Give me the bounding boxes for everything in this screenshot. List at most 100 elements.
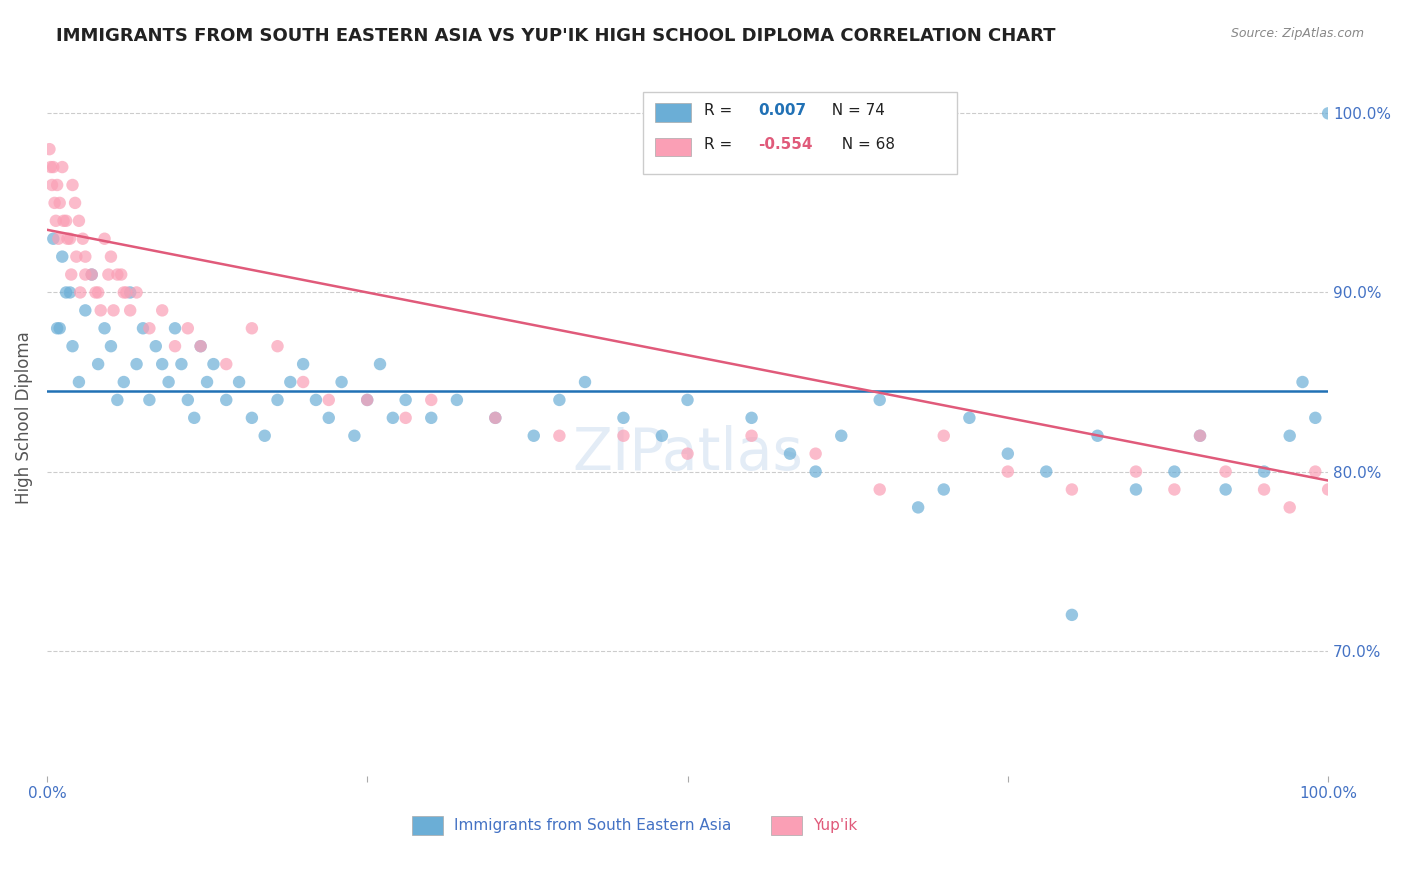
Point xyxy=(163,339,186,353)
Point xyxy=(63,195,86,210)
FancyBboxPatch shape xyxy=(412,816,443,835)
Point xyxy=(253,429,276,443)
Point xyxy=(177,392,200,407)
Point xyxy=(651,429,673,443)
Point xyxy=(266,339,288,353)
Point xyxy=(1163,465,1185,479)
Point xyxy=(1188,429,1211,443)
Point xyxy=(907,500,929,515)
Point xyxy=(138,392,160,407)
Point xyxy=(420,392,443,407)
Point xyxy=(997,447,1019,461)
Point xyxy=(170,357,193,371)
Point xyxy=(484,410,506,425)
Point xyxy=(1317,106,1340,120)
Point xyxy=(112,375,135,389)
Point xyxy=(190,339,212,353)
Point xyxy=(1305,465,1327,479)
Point xyxy=(1278,500,1301,515)
Point xyxy=(612,429,634,443)
Point xyxy=(100,250,122,264)
Point xyxy=(395,392,418,407)
Point xyxy=(318,392,340,407)
Point xyxy=(1035,465,1057,479)
Point xyxy=(67,214,90,228)
Text: R =: R = xyxy=(704,103,737,118)
FancyBboxPatch shape xyxy=(770,816,801,835)
Point xyxy=(48,195,70,210)
Point xyxy=(446,392,468,407)
Point xyxy=(1215,465,1237,479)
Point xyxy=(157,375,180,389)
Point xyxy=(48,321,70,335)
Point xyxy=(45,214,67,228)
Point xyxy=(240,410,263,425)
Point xyxy=(1125,483,1147,497)
Point xyxy=(676,392,699,407)
Point xyxy=(395,410,418,425)
Point xyxy=(120,285,142,300)
Point xyxy=(779,447,801,461)
Text: R =: R = xyxy=(704,137,737,153)
Point xyxy=(330,375,353,389)
Point xyxy=(190,339,212,353)
Point xyxy=(548,392,571,407)
Point xyxy=(240,321,263,335)
Point xyxy=(75,268,97,282)
Point xyxy=(1291,375,1313,389)
Point xyxy=(1278,429,1301,443)
Point xyxy=(574,375,596,389)
Point xyxy=(612,410,634,425)
Point xyxy=(228,375,250,389)
Text: 0.007: 0.007 xyxy=(758,103,806,118)
Point xyxy=(163,321,186,335)
Point xyxy=(381,410,404,425)
Point xyxy=(52,214,75,228)
Point xyxy=(65,250,87,264)
Point xyxy=(56,232,79,246)
Point xyxy=(957,410,980,425)
Point xyxy=(215,357,238,371)
Point xyxy=(103,303,125,318)
Point xyxy=(292,375,315,389)
Text: N = 68: N = 68 xyxy=(832,137,896,153)
Point xyxy=(42,160,65,174)
Point xyxy=(125,357,148,371)
FancyBboxPatch shape xyxy=(643,92,956,174)
Point xyxy=(125,285,148,300)
Point xyxy=(97,268,120,282)
Point xyxy=(548,429,571,443)
Point xyxy=(202,357,225,371)
Point xyxy=(100,339,122,353)
Point xyxy=(278,375,301,389)
Point xyxy=(59,285,82,300)
Point xyxy=(1087,429,1109,443)
Point xyxy=(75,250,97,264)
Point xyxy=(55,214,77,228)
Text: Immigrants from South Eastern Asia: Immigrants from South Eastern Asia xyxy=(454,818,731,833)
Point xyxy=(343,429,366,443)
Point xyxy=(1317,483,1340,497)
Point xyxy=(39,160,62,174)
FancyBboxPatch shape xyxy=(655,137,692,156)
Text: Yup'ik: Yup'ik xyxy=(813,818,858,833)
Point xyxy=(997,465,1019,479)
Point xyxy=(41,178,63,192)
Point xyxy=(62,178,84,192)
Point xyxy=(60,268,83,282)
Point xyxy=(292,357,315,371)
Point xyxy=(105,268,128,282)
Point xyxy=(932,483,955,497)
Point xyxy=(177,321,200,335)
Point xyxy=(105,392,128,407)
Point xyxy=(44,195,66,210)
Point xyxy=(72,232,94,246)
Point xyxy=(830,429,852,443)
Point xyxy=(932,429,955,443)
Point xyxy=(93,321,115,335)
Point xyxy=(1060,607,1083,622)
Point xyxy=(150,303,173,318)
Text: ZIPatlas: ZIPatlas xyxy=(572,425,803,483)
Point xyxy=(145,339,167,353)
Point xyxy=(55,285,77,300)
